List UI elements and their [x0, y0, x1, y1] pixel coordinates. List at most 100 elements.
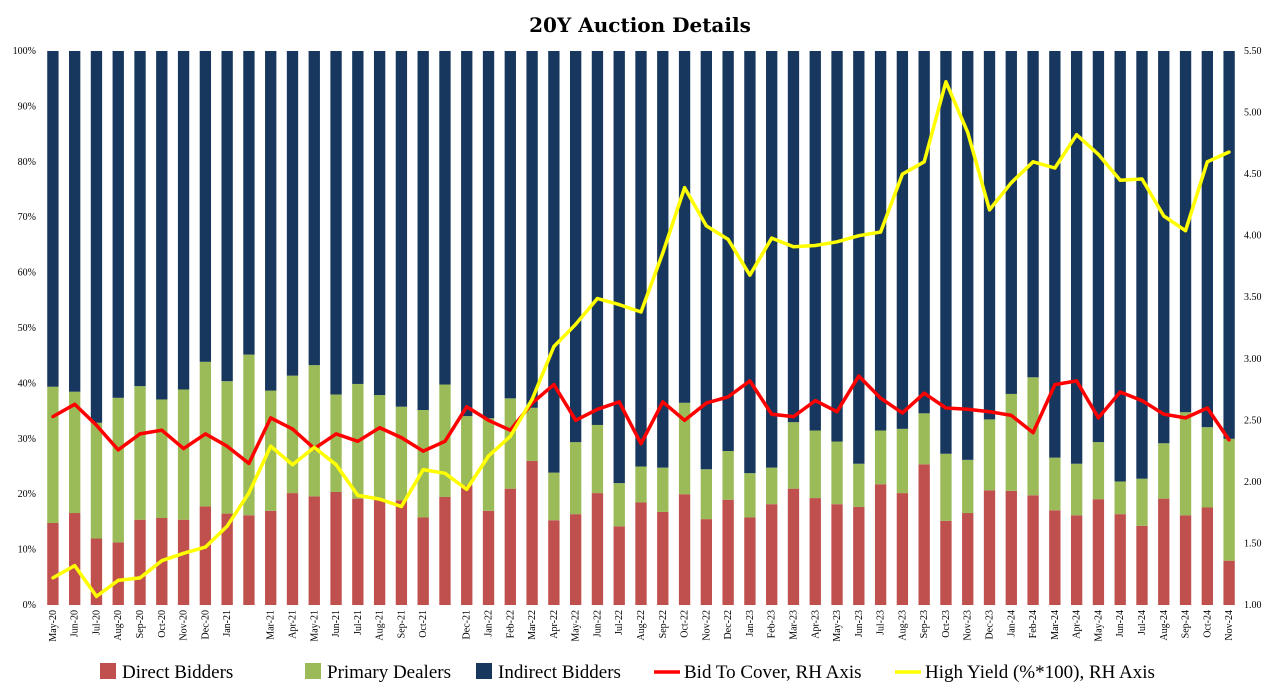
- bar-direct-bidders: [1070, 515, 1083, 605]
- x-tick-label: Aug-22: [636, 610, 647, 641]
- bar-primary-dealers: [1005, 393, 1017, 491]
- bar-primary-dealers: [134, 386, 146, 520]
- bar-indirect-bidders: [373, 51, 386, 396]
- legend-item-primary-dealers: Primary Dealers: [305, 662, 451, 683]
- bar-indirect-bidders: [112, 51, 124, 398]
- x-tick-label: Dec-20: [200, 610, 211, 639]
- x-tick-label: Jun-20: [70, 610, 81, 637]
- bar-direct-bidders: [1049, 510, 1061, 605]
- point-bid-to-cover-rh-axis: [987, 410, 992, 414]
- point-bid-to-cover-rh-axis: [138, 432, 142, 436]
- right-tick-label: 4.50: [1244, 169, 1262, 180]
- x-tick-label: Jul-23: [876, 610, 887, 635]
- point-high-yield-100-rh-axis: [508, 434, 512, 438]
- point-high-yield-100-rh-axis: [51, 576, 55, 580]
- point-high-yield-100-rh-axis: [1140, 177, 1144, 181]
- bar-direct-bidders: [983, 490, 996, 605]
- point-bid-to-cover-rh-axis: [203, 432, 207, 436]
- point-bid-to-cover-rh-axis: [73, 402, 77, 406]
- x-tick-label: Nov-23: [963, 610, 974, 641]
- x-tick-label: May-24: [1093, 610, 1104, 642]
- bar-direct-bidders: [417, 517, 429, 605]
- bar-indirect-bidders: [526, 51, 538, 408]
- point-high-yield-100-rh-axis: [1205, 160, 1209, 164]
- point-bid-to-cover-rh-axis: [269, 416, 273, 420]
- x-tick-label: Nov-20: [179, 610, 190, 641]
- point-high-yield-100-rh-axis: [247, 491, 251, 495]
- point-high-yield-100-rh-axis: [857, 234, 861, 238]
- point-bid-to-cover-rh-axis: [726, 395, 730, 399]
- point-bid-to-cover-rh-axis: [1009, 413, 1013, 418]
- bar-indirect-bidders: [69, 51, 81, 392]
- x-tick-label: Jun-24: [1115, 610, 1126, 637]
- point-high-yield-100-rh-axis: [486, 454, 491, 458]
- point-bid-to-cover-rh-axis: [966, 407, 970, 411]
- point-bid-to-cover-rh-axis: [225, 444, 229, 448]
- point-bid-to-cover-rh-axis: [1183, 416, 1188, 420]
- point-bid-to-cover-rh-axis: [508, 428, 512, 432]
- point-high-yield-100-rh-axis: [1096, 152, 1101, 157]
- left-tick-label: 90%: [18, 101, 36, 112]
- point-bid-to-cover-rh-axis: [51, 415, 55, 419]
- bar-primary-dealers: [1179, 412, 1192, 516]
- bar-indirect-bidders: [90, 51, 103, 423]
- x-tick-label: Apr-24: [1072, 610, 1083, 639]
- right-tick-label: 2.00: [1244, 477, 1262, 488]
- bar-primary-dealers: [1201, 427, 1213, 508]
- point-bid-to-cover-rh-axis: [748, 379, 752, 383]
- right-tick-label: 3.00: [1244, 354, 1262, 365]
- bar-direct-bidders: [809, 498, 821, 605]
- right-tick-label: 5.00: [1244, 108, 1262, 119]
- point-bid-to-cover-rh-axis: [813, 399, 817, 403]
- right-tick-label: 1.00: [1244, 600, 1262, 611]
- point-bid-to-cover-rh-axis: [1162, 412, 1166, 416]
- point-high-yield-100-rh-axis: [269, 444, 273, 448]
- point-high-yield-100-rh-axis: [312, 445, 316, 450]
- x-tick-label: Sep-20: [135, 610, 146, 638]
- point-high-yield-100-rh-axis: [574, 322, 578, 326]
- bar-direct-bidders: [1158, 498, 1170, 605]
- bar-direct-bidders: [569, 514, 582, 605]
- point-bid-to-cover-rh-axis: [290, 427, 295, 431]
- bar-primary-dealers: [940, 453, 952, 521]
- bar-direct-bidders: [722, 499, 734, 605]
- bar-direct-bidders: [1005, 490, 1017, 605]
- bar-direct-bidders: [613, 526, 625, 605]
- point-bid-to-cover-rh-axis: [857, 374, 861, 378]
- bar-direct-bidders: [330, 491, 342, 605]
- bar-indirect-bidders: [809, 51, 821, 431]
- bar-indirect-bidders: [853, 51, 865, 464]
- left-tick-label: 80%: [18, 157, 36, 168]
- point-high-yield-100-rh-axis: [1183, 229, 1188, 233]
- x-tick-label: Nov-24: [1224, 610, 1235, 641]
- bar-direct-bidders: [1223, 560, 1235, 605]
- point-bid-to-cover-rh-axis: [399, 435, 403, 440]
- bar-primary-dealers: [1049, 457, 1061, 511]
- point-high-yield-100-rh-axis: [661, 251, 665, 255]
- bar-indirect-bidders: [395, 51, 408, 407]
- bar-indirect-bidders: [1136, 51, 1148, 479]
- bar-indirect-bidders: [1223, 51, 1235, 439]
- bar-primary-dealers: [635, 466, 647, 503]
- bar-indirect-bidders: [265, 51, 277, 391]
- point-bid-to-cover-rh-axis: [465, 405, 469, 409]
- bar-primary-dealers: [1223, 438, 1235, 561]
- bar-primary-dealers: [461, 416, 473, 486]
- bar-indirect-bidders: [766, 51, 778, 468]
- point-bid-to-cover-rh-axis: [682, 418, 687, 422]
- bar-direct-bidders: [657, 511, 669, 605]
- left-tick-label: 70%: [18, 212, 36, 223]
- bar-indirect-bidders: [504, 51, 516, 399]
- point-bid-to-cover-rh-axis: [421, 449, 425, 453]
- left-tick-label: 50%: [18, 323, 36, 334]
- point-bid-to-cover-rh-axis: [835, 410, 839, 414]
- bar-indirect-bidders: [983, 51, 996, 420]
- point-high-yield-100-rh-axis: [748, 273, 752, 277]
- bar-direct-bidders: [47, 523, 59, 605]
- bar-primary-dealers: [1158, 443, 1170, 499]
- left-tick-label: 40%: [18, 378, 36, 389]
- legend-label: Bid To Cover, RH Axis: [684, 662, 862, 683]
- point-bid-to-cover-rh-axis: [247, 461, 251, 466]
- bar-direct-bidders: [548, 520, 560, 605]
